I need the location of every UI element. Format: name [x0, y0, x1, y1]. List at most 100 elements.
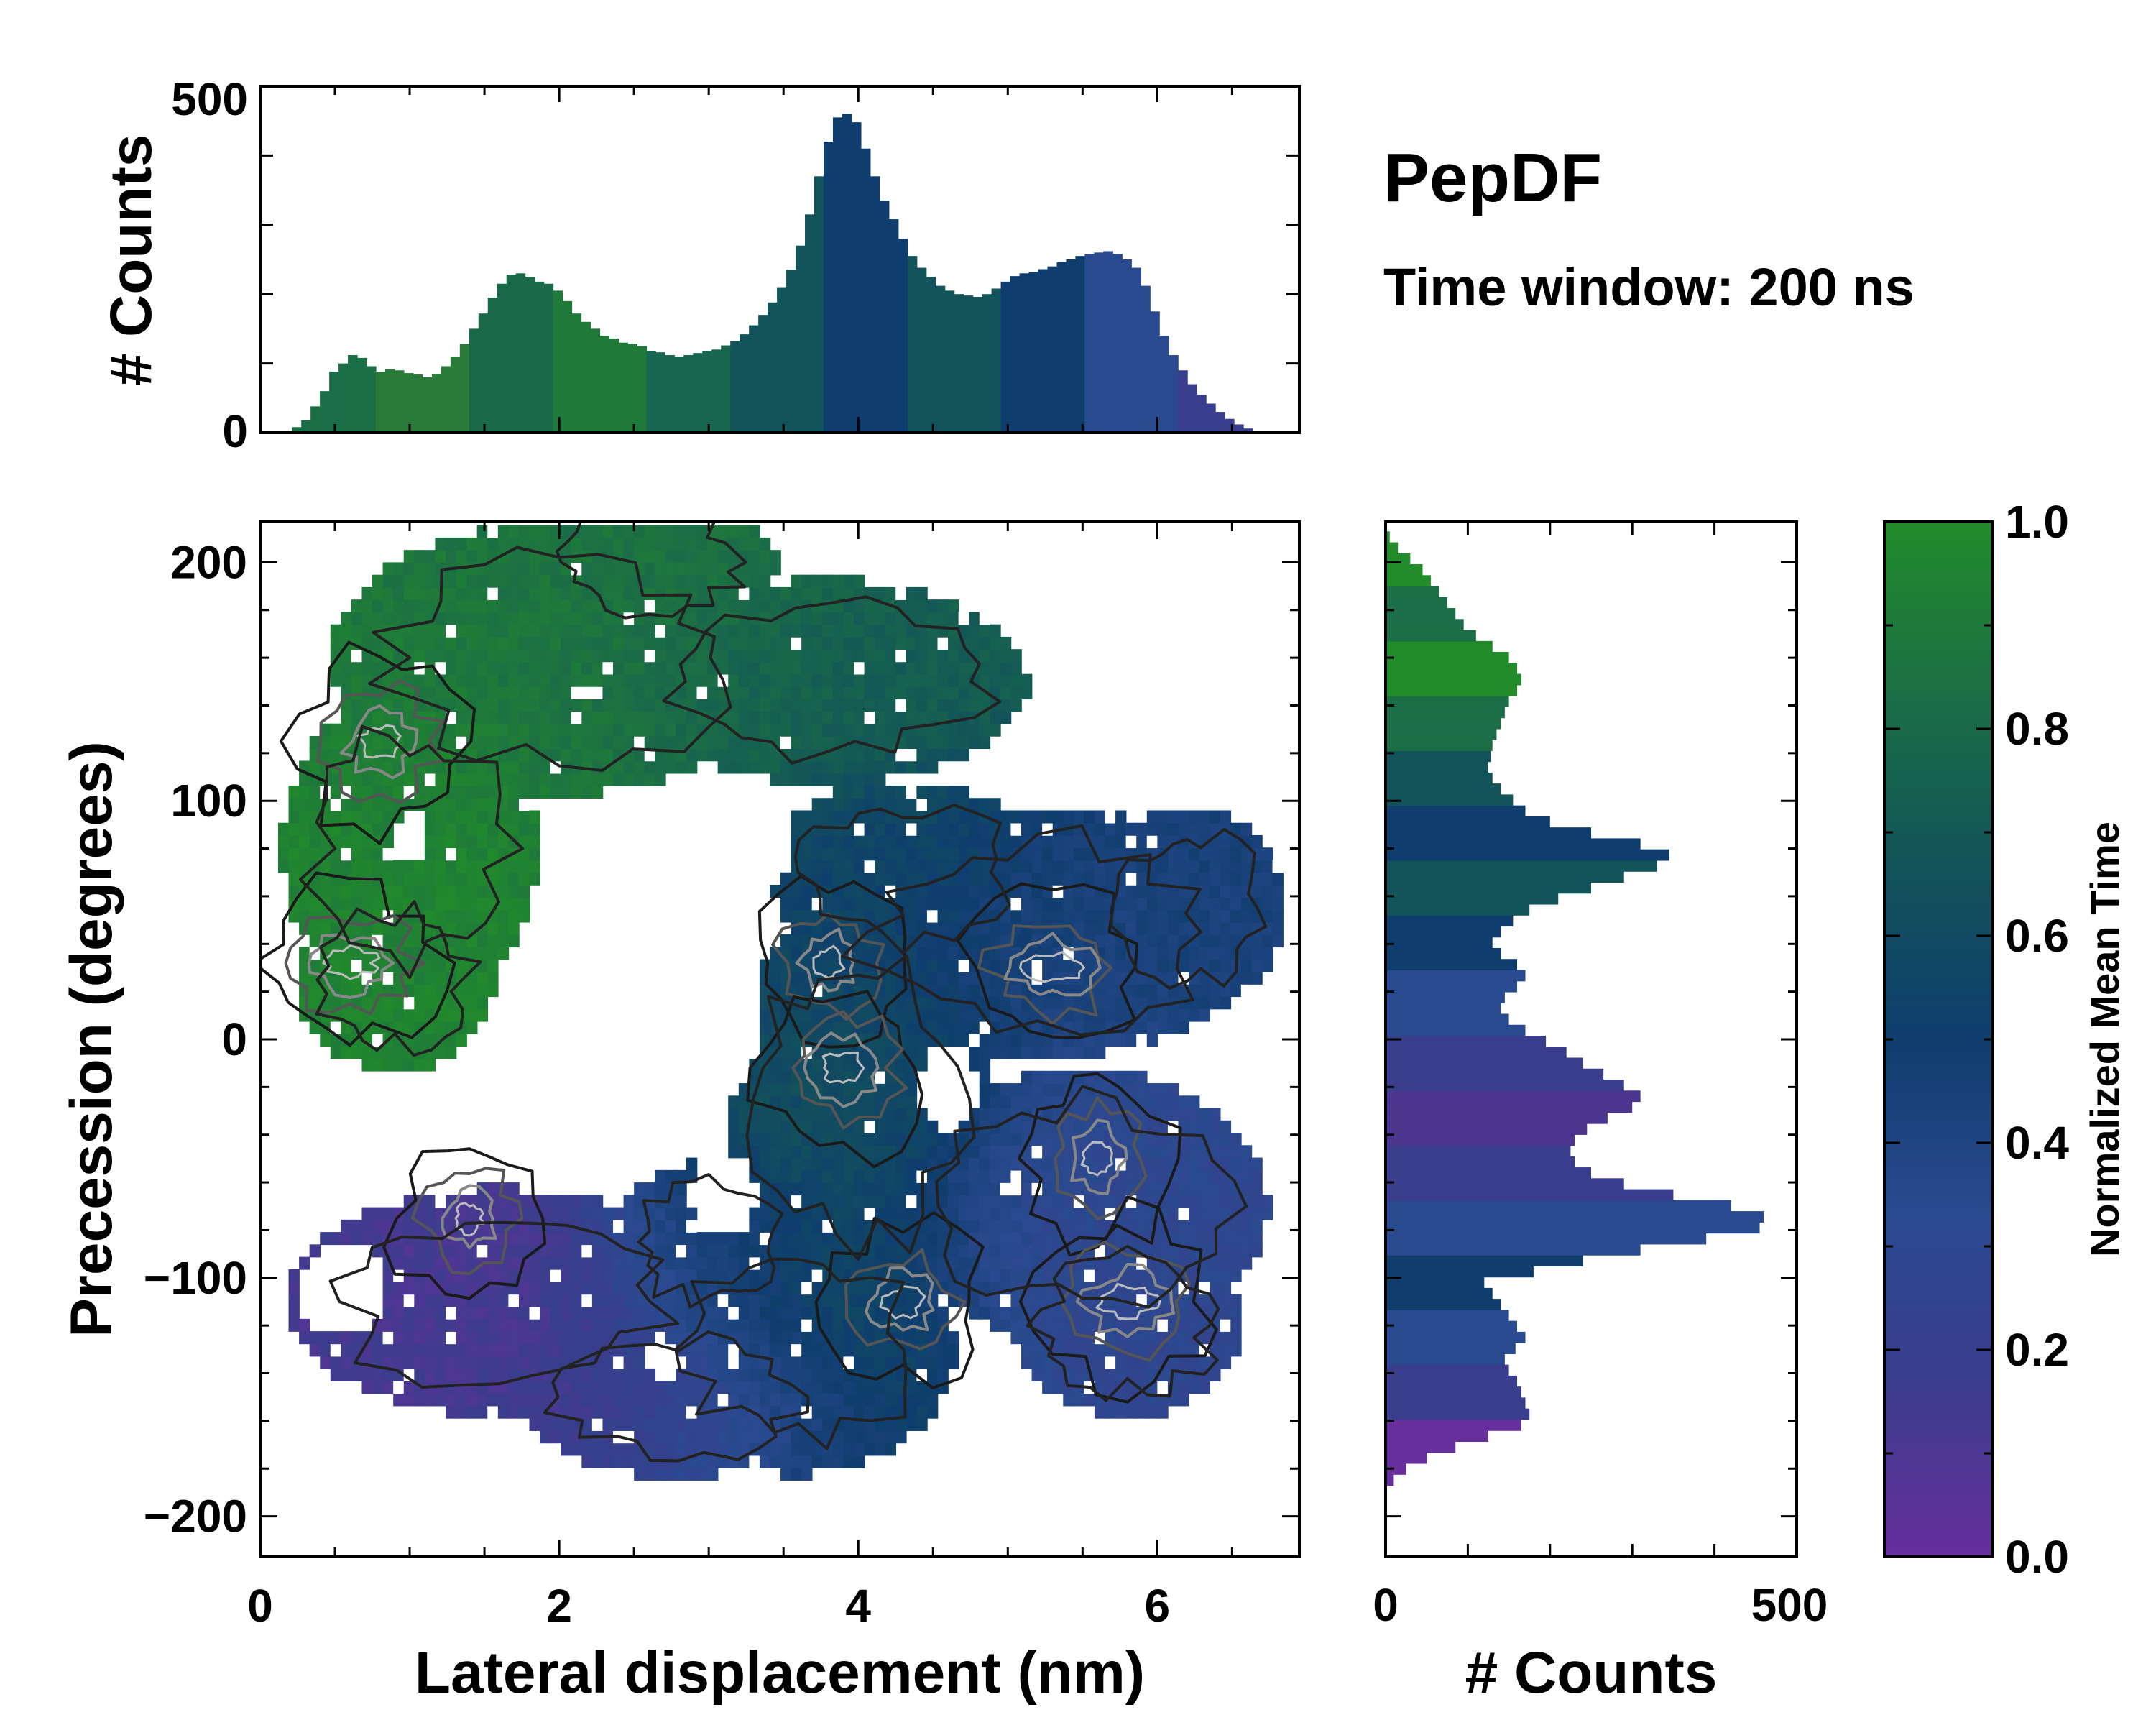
heatmap-cell — [707, 1356, 719, 1369]
heatmap-cell — [1272, 909, 1284, 923]
heatmap-cell — [529, 1294, 540, 1307]
heatmap-cell — [476, 636, 489, 650]
heatmap-cell — [435, 1306, 446, 1320]
heatmap-cell — [937, 971, 949, 985]
heatmap-cell — [969, 1145, 980, 1159]
heatmap-cell — [508, 897, 520, 911]
heatmap-cell — [1042, 872, 1054, 886]
heatmap-cell — [937, 1021, 949, 1034]
heatmap-cell — [361, 884, 373, 898]
heatmap-cell — [351, 810, 363, 824]
heatmap-cell — [1052, 996, 1064, 1010]
heatmap-cell — [958, 822, 969, 836]
top-bar — [1159, 336, 1169, 433]
heatmap-cell — [969, 947, 980, 960]
heatmap-cell — [1031, 1219, 1043, 1233]
heatmap-cell — [613, 562, 625, 576]
heatmap-cell — [288, 1294, 300, 1307]
heatmap-cell — [738, 1318, 750, 1332]
heatmap-cell — [424, 847, 436, 861]
heatmap-cell — [372, 1034, 384, 1047]
heatmap-cell — [508, 1331, 520, 1345]
heatmap-cell — [623, 1318, 635, 1332]
heatmap-cell — [435, 686, 446, 699]
heatmap-cell — [497, 649, 510, 663]
heatmap-cell — [1199, 947, 1210, 960]
heatmap-cell — [623, 711, 635, 724]
heatmap-cell — [1136, 1405, 1148, 1419]
heatmap-cell — [424, 1244, 436, 1258]
heatmap-cell — [853, 785, 865, 799]
heatmap-cell — [937, 1195, 949, 1208]
heatmap-cell — [843, 1318, 854, 1332]
heatmap-cell — [969, 1133, 980, 1146]
heatmap-cell — [1157, 1108, 1169, 1121]
heatmap-cell — [341, 1356, 352, 1369]
top-bar — [954, 294, 964, 433]
heatmap-cell — [969, 699, 980, 712]
top-bar — [618, 342, 629, 433]
heatmap-cell — [979, 1095, 991, 1109]
heatmap-cell — [1042, 1083, 1054, 1097]
heatmap-cell — [518, 1195, 530, 1208]
heatmap-cell — [979, 872, 991, 886]
heatmap-cell — [424, 1282, 436, 1295]
heatmap-cell — [1084, 1207, 1095, 1220]
heatmap-cell — [822, 723, 834, 737]
heatmap-cell — [979, 884, 991, 898]
heatmap-cell — [791, 1195, 802, 1208]
heatmap-cell — [937, 1269, 949, 1282]
heatmap-cell — [476, 834, 489, 849]
heatmap-cell — [770, 1343, 781, 1357]
heatmap-cell — [634, 1393, 645, 1407]
heatmap-cell — [561, 1269, 572, 1282]
heatmap-cell — [581, 1294, 593, 1307]
heatmap-cell — [958, 612, 969, 625]
heatmap-cell — [853, 748, 865, 762]
heatmap-cell — [948, 1282, 959, 1295]
heatmap-cell — [749, 1430, 760, 1444]
heatmap-cell — [1125, 1356, 1138, 1369]
heatmap-cell — [571, 1343, 583, 1357]
heatmap-cell — [466, 785, 478, 799]
heatmap-cell — [497, 1331, 510, 1345]
heatmap-cell — [1167, 1207, 1179, 1220]
main-xtick-label: 2 — [546, 1580, 572, 1632]
heatmap-cell — [623, 1356, 635, 1369]
heatmap-cell — [591, 1393, 604, 1407]
heatmap-cell — [926, 959, 939, 972]
heatmap-cell — [529, 872, 540, 886]
heatmap-cell — [895, 1157, 907, 1171]
heatmap-cell — [403, 1046, 415, 1059]
heatmap-cell — [1157, 1133, 1169, 1146]
heatmap-cell — [1261, 884, 1273, 898]
heatmap-cell — [1125, 860, 1138, 873]
heatmap-cell — [445, 1356, 457, 1369]
heatmap-cell — [1031, 1021, 1043, 1034]
heatmap-cell — [330, 1343, 342, 1357]
heatmap-cell — [508, 822, 520, 836]
heatmap-cell — [832, 1405, 844, 1419]
heatmap-cell — [1199, 1294, 1210, 1307]
heatmap-cell — [299, 810, 310, 824]
heatmap-cell — [644, 1182, 656, 1196]
heatmap-cell — [414, 624, 425, 638]
heatmap-cell — [393, 897, 405, 911]
heatmap-cell — [1010, 1157, 1022, 1171]
heatmap-cell — [696, 1244, 708, 1258]
heatmap-cell — [1094, 810, 1106, 824]
heatmap-cell — [822, 872, 834, 886]
heatmap-cell — [948, 971, 959, 985]
heatmap-cell — [1178, 1219, 1189, 1233]
heatmap-cell — [634, 1256, 645, 1270]
heatmap-cell — [717, 525, 729, 538]
top-bar — [768, 302, 778, 433]
heatmap-cell — [811, 798, 824, 811]
heatmap-cell — [1220, 996, 1232, 1010]
heatmap-cell — [1125, 1169, 1138, 1183]
heatmap-cell — [561, 1294, 572, 1307]
heatmap-cell — [1094, 1343, 1106, 1357]
top-bar — [898, 239, 908, 433]
heatmap-cell — [476, 1195, 489, 1208]
top-histogram-bars — [282, 114, 1263, 433]
